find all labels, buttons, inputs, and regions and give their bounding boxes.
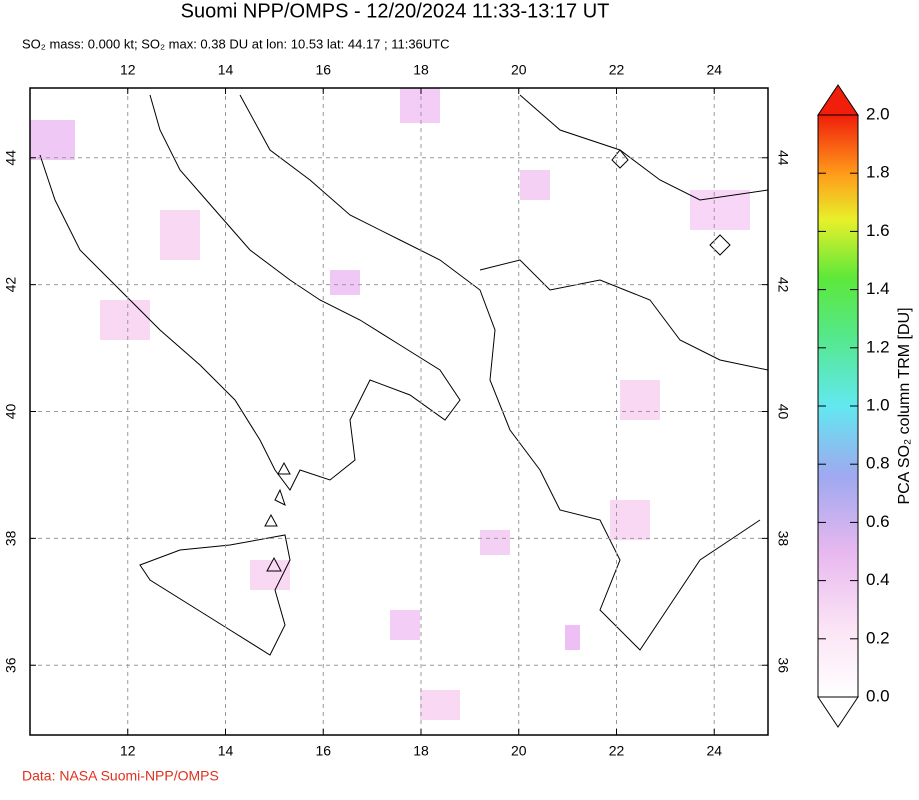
subtitle: SO₂ mass: 0.000 kt; SO₂ max: 0.38 DU at … [22, 36, 450, 51]
x-tick-label: 14 [218, 62, 234, 78]
colorbar-label: PCA SO₂ column TRM [DU] [896, 307, 913, 504]
y-tick-label: 36 [775, 657, 791, 673]
x-tick-label: 18 [413, 62, 429, 78]
colorbar-tick-label: 0.6 [866, 512, 890, 531]
x-tick-label: 16 [315, 743, 331, 759]
x-tick-label: 22 [609, 743, 625, 759]
x-tick-label: 16 [315, 62, 331, 78]
colorbar-tick-label: 1.2 [866, 337, 890, 356]
coastlines [39, 94, 768, 656]
colorbar-tick-label: 1.4 [866, 279, 890, 298]
volcano-markers [264, 461, 291, 572]
colorbar-tick-label: 1.6 [866, 221, 890, 240]
x-tick-label: 20 [511, 743, 527, 759]
y-tick-label: 38 [3, 530, 19, 546]
x-tick-label: 24 [706, 743, 722, 759]
map-area [30, 88, 768, 735]
colorbar-tick-label: 0.8 [866, 454, 890, 473]
x-tick-label: 12 [120, 62, 136, 78]
colorbar-tick-label: 1.0 [866, 395, 890, 414]
x-tick-label: 22 [609, 62, 625, 78]
y-tick-label: 40 [3, 404, 19, 420]
colorbar-tick-label: 0.4 [866, 570, 890, 589]
graticule [30, 88, 768, 735]
y-tick-label: 36 [3, 657, 19, 673]
y-tick-label: 38 [775, 531, 791, 547]
x-tick-label: 12 [120, 743, 136, 759]
y-tick-label: 44 [3, 150, 19, 166]
frame-ticks [30, 88, 768, 735]
colorbar-tick-label: 0.0 [866, 686, 890, 705]
colorbar-tick-label: 1.8 [866, 163, 890, 182]
y-tick-label: 42 [775, 277, 791, 293]
x-tick-label: 24 [706, 62, 722, 78]
title: Suomi NPP/OMPS - 12/20/2024 11:33-13:17 … [181, 0, 610, 22]
colorbar-min-arrow [817, 696, 859, 728]
x-tick-label: 20 [511, 62, 527, 78]
credit: Data: NASA Suomi-NPP/OMPS [22, 768, 219, 784]
x-tick-label: 18 [413, 743, 429, 759]
y-tick-label: 42 [3, 277, 19, 293]
y-tick-label: 40 [775, 404, 791, 420]
colorbar-tick-label: 2.0 [866, 104, 890, 123]
colorbar-tick-label: 0.2 [866, 628, 890, 647]
y-tick-label: 44 [775, 150, 791, 166]
x-tick-label: 14 [218, 743, 234, 759]
colorbar-max-arrow [817, 84, 859, 116]
